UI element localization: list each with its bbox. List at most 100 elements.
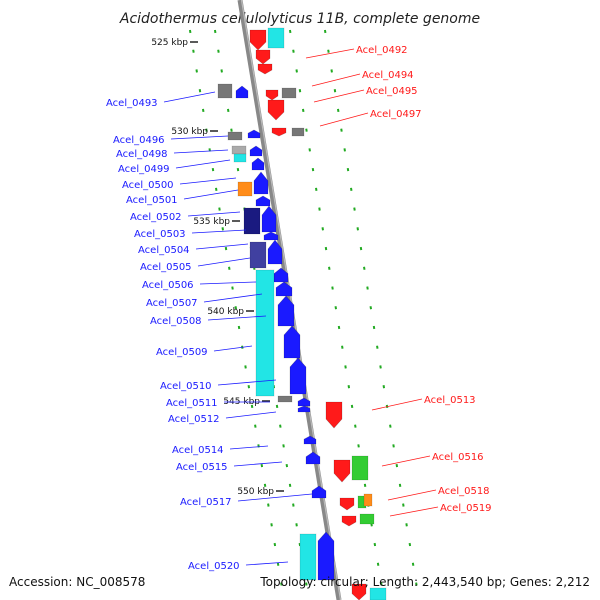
gene-leader-line	[245, 561, 289, 566]
gene-leader-line	[225, 411, 277, 419]
forward-gene-arrow	[235, 85, 249, 99]
kbp-label: 530 kbp	[171, 127, 208, 137]
cyan-gene-box	[369, 587, 387, 600]
reverse-gene-arrow	[265, 89, 279, 101]
reverse-gene-arrow	[333, 459, 351, 483]
gene-label-acel_0493: Acel_0493	[106, 98, 158, 109]
gene-leader-line	[170, 135, 229, 140]
gene-label-acel_0492: Acel_0492	[356, 45, 408, 56]
cyan-gene-box	[233, 153, 247, 163]
gene-label-acel_0505: Acel_0505	[140, 262, 192, 273]
gene-label-acel_0511: Acel_0511	[166, 398, 218, 409]
orange-gene-box	[237, 181, 253, 197]
gene-label-acel_0500: Acel_0500	[122, 180, 174, 191]
left-inner-track	[213, 29, 310, 600]
forward-gene-arrow	[275, 281, 293, 297]
forward-gene-arrow	[289, 357, 307, 395]
grey-gene-box	[277, 395, 293, 403]
gene-label-acel_0520: Acel_0520	[188, 561, 240, 572]
forward-gene-arrow	[317, 531, 335, 581]
gene-leader-line	[179, 177, 237, 185]
backbone-highlight	[240, 0, 342, 600]
gene-leader-line	[381, 455, 431, 467]
forward-gene-arrow	[253, 171, 269, 195]
forward-gene-arrow	[267, 239, 283, 265]
gene-label-acel_0504: Acel_0504	[138, 245, 190, 256]
grey-gene-box	[291, 127, 305, 137]
forward-gene-arrow	[311, 485, 327, 499]
map-title: Acidothermus cellulolyticus 11B, complet…	[119, 11, 480, 27]
gene-leader-line	[371, 398, 423, 411]
gene-leader-line	[175, 159, 231, 169]
gene-leader-line	[203, 293, 263, 303]
gene-leader-line	[229, 445, 269, 450]
reverse-gene-arrow	[271, 127, 287, 137]
navy-gene-box	[249, 241, 267, 269]
forward-gene-arrow	[263, 231, 279, 241]
forward-gene-arrow	[261, 205, 277, 233]
gene-label-acel_0507: Acel_0507	[146, 298, 198, 309]
gene-leader-line	[191, 229, 247, 234]
gene-label-acel_0519: Acel_0519	[440, 503, 492, 514]
gene-leader-line	[195, 243, 249, 250]
reverse-gene-arrow	[351, 583, 367, 600]
gene-label-acel_0516: Acel_0516	[432, 452, 484, 463]
forward-gene-arrow	[251, 157, 265, 171]
cyan-gene-box	[255, 269, 275, 397]
gene-leader-line	[163, 91, 216, 103]
reverse-gene-arrow	[339, 497, 355, 511]
gene-leader-line	[387, 489, 437, 501]
kbp-label: 535 kbp	[193, 217, 230, 227]
kbp-label: 550 kbp	[237, 487, 274, 497]
orange-gene-box	[363, 493, 373, 507]
gene-leader-line	[213, 345, 253, 352]
gene-leader-line	[305, 48, 355, 59]
reverse-gene-arrow	[267, 99, 285, 121]
gene-label-acel_0506: Acel_0506	[142, 280, 194, 291]
forward-gene-arrow	[305, 451, 321, 465]
gene-leader-line	[197, 257, 251, 267]
gene-label-acel_0518: Acel_0518	[438, 486, 490, 497]
grey-gene-box	[217, 83, 233, 99]
forward-gene-arrow	[297, 405, 311, 413]
gene-label-acel_0501: Acel_0501	[126, 195, 178, 206]
cyan-gene-box	[267, 27, 285, 49]
gene-label-acel_0496: Acel_0496	[113, 135, 165, 146]
accession-text: Accession: NC_008578	[9, 575, 145, 589]
gene-label-acel_0497: Acel_0497	[370, 109, 422, 120]
right-outer-track	[323, 29, 420, 600]
gene-leader-line	[319, 112, 369, 127]
gene-leader-line	[187, 211, 241, 217]
gene-leader-line	[233, 461, 283, 467]
forward-gene-arrow	[283, 325, 301, 359]
forward-gene-arrow	[255, 195, 271, 207]
left-gene-labels: Acel_0493 Acel_0496 Acel_0498 Acel_0499 Acel…	[106, 91, 313, 572]
gene-label-acel_0502: Acel_0502	[130, 212, 182, 223]
gene-leader-line	[237, 493, 313, 502]
gene-leader-line	[217, 379, 277, 386]
kbp-label: 540 kbp	[207, 307, 244, 317]
topology-text: Topology: circular; Length: 2,443,540 bp…	[259, 575, 590, 589]
reverse-gene-arrow	[341, 515, 357, 527]
gene-label-acel_0513: Acel_0513	[424, 395, 476, 406]
green-gene-box	[359, 513, 375, 525]
gene-label-acel_0509: Acel_0509	[156, 347, 208, 358]
reverse-gene-arrow	[325, 401, 343, 429]
grey-gene-box	[231, 145, 247, 155]
green-gene-box	[351, 455, 369, 481]
gene-label-acel_0514: Acel_0514	[172, 445, 224, 456]
cyan-gene-box	[299, 533, 317, 581]
forward-gene-arrow	[277, 295, 295, 327]
navy-gene-box	[243, 207, 261, 235]
gene-label-acel_0515: Acel_0515	[176, 462, 228, 473]
gene-leader-line	[311, 73, 361, 87]
forward-gene-arrow	[247, 129, 261, 139]
gene-leader-line	[313, 89, 365, 103]
gene-leader-line	[389, 506, 439, 517]
gene-label-acel_0495: Acel_0495	[366, 86, 418, 97]
gene-leader-line	[207, 315, 267, 321]
gene-leader-line	[183, 189, 239, 200]
gene-label-acel_0517: Acel_0517	[180, 497, 232, 508]
grey-gene-box	[227, 131, 243, 141]
